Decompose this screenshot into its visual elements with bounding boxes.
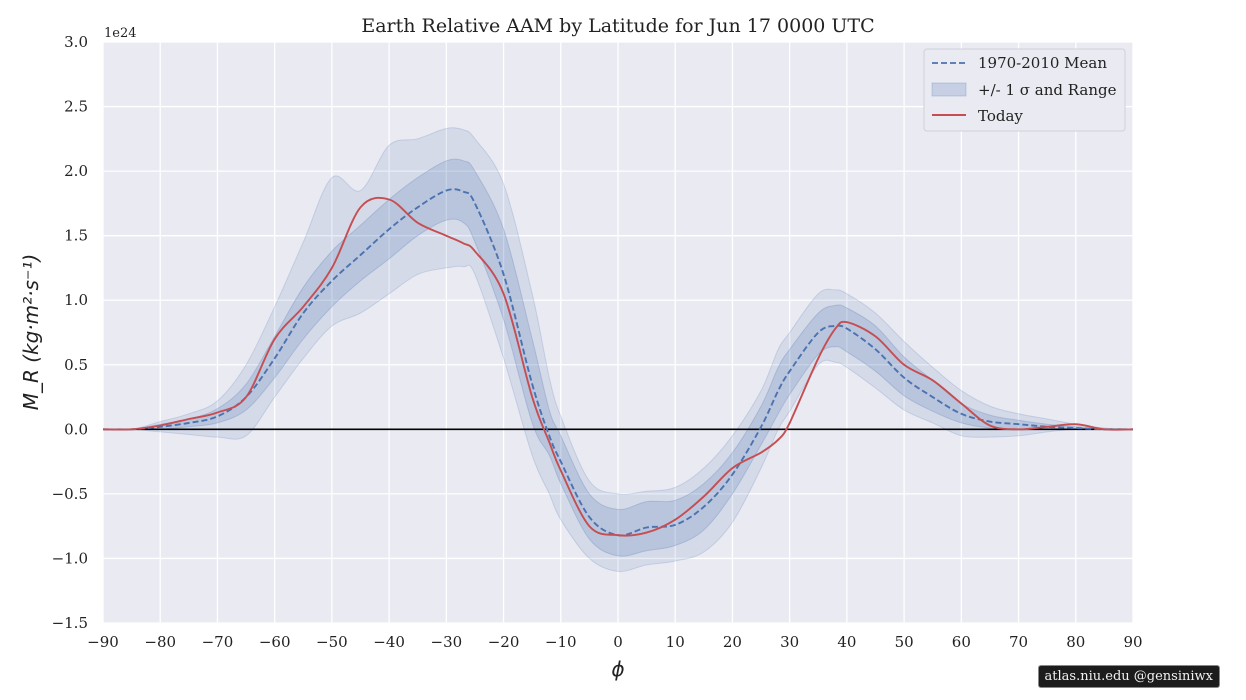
y-tick-label: 0.5 — [64, 356, 88, 374]
x-tick-label: −30 — [431, 633, 463, 651]
legend: 1970-2010 Mean +/- 1 σ and Range Today — [923, 48, 1126, 132]
x-tick-labels: −90 −80 −70 −60 −50 −40 −30 −20 −10 0 10 20 30 40 50 60… — [87, 633, 1142, 651]
x-tick-label: −60 — [259, 633, 291, 651]
legend-label-band: +/- 1 σ and Range — [978, 81, 1117, 99]
legend-box — [923, 48, 1126, 132]
x-tick-label: 70 — [1009, 633, 1028, 651]
y-tick-label: 0.0 — [64, 420, 88, 438]
y-tick-label: 1.5 — [64, 227, 88, 245]
gridlines — [102, 41, 1134, 624]
x-tick-label: 80 — [1066, 633, 1085, 651]
x-tick-label: 30 — [780, 633, 799, 651]
y-tick-label: 3.0 — [64, 33, 88, 51]
x-tick-label: −50 — [316, 633, 348, 651]
x-tick-label: 60 — [952, 633, 971, 651]
series-lines — [102, 188, 1134, 537]
y-tick-label: −0.5 — [52, 485, 88, 503]
y-tick-label: −1.5 — [52, 614, 88, 632]
x-tick-label: −70 — [202, 633, 234, 651]
x-tick-label: −40 — [373, 633, 405, 651]
x-tick-label: 0 — [613, 633, 623, 651]
x-tick-label: −10 — [545, 633, 577, 651]
x-tick-label: −80 — [144, 633, 176, 651]
x-tick-label: −20 — [488, 633, 520, 651]
x-tick-label: 20 — [723, 633, 742, 651]
x-tick-label: −90 — [87, 633, 119, 651]
y-tick-label: 2.5 — [64, 98, 88, 116]
x-tick-label: 50 — [895, 633, 914, 651]
y-tick-label: 2.0 — [64, 162, 88, 180]
legend-swatch-band — [931, 82, 967, 97]
y-tick-label: −1.0 — [52, 549, 88, 567]
y-scale-label: 1e24 — [104, 26, 137, 41]
y-tick-labels: −1.5 −1.0 −0.5 0.0 0.5 1.0 1.5 2.0 2.5 3.0 — [52, 33, 88, 632]
x-axis-label: ϕ — [611, 657, 624, 681]
y-tick-label: 1.0 — [64, 291, 88, 309]
chart-title: Earth Relative AAM by Latitude for Jun 1… — [361, 15, 874, 37]
legend-label-mean: 1970-2010 Mean — [978, 54, 1107, 72]
today-line — [102, 196, 1134, 537]
x-tick-label: 40 — [837, 633, 856, 651]
y-axis-label: M_R (kg·m²·s⁻¹) — [19, 254, 43, 411]
legend-label-today: Today — [978, 107, 1023, 125]
credit-badge: atlas.niu.edu @gensiniwx — [1037, 665, 1220, 688]
x-tick-label: 10 — [666, 633, 685, 651]
x-tick-label: 90 — [1123, 633, 1142, 651]
